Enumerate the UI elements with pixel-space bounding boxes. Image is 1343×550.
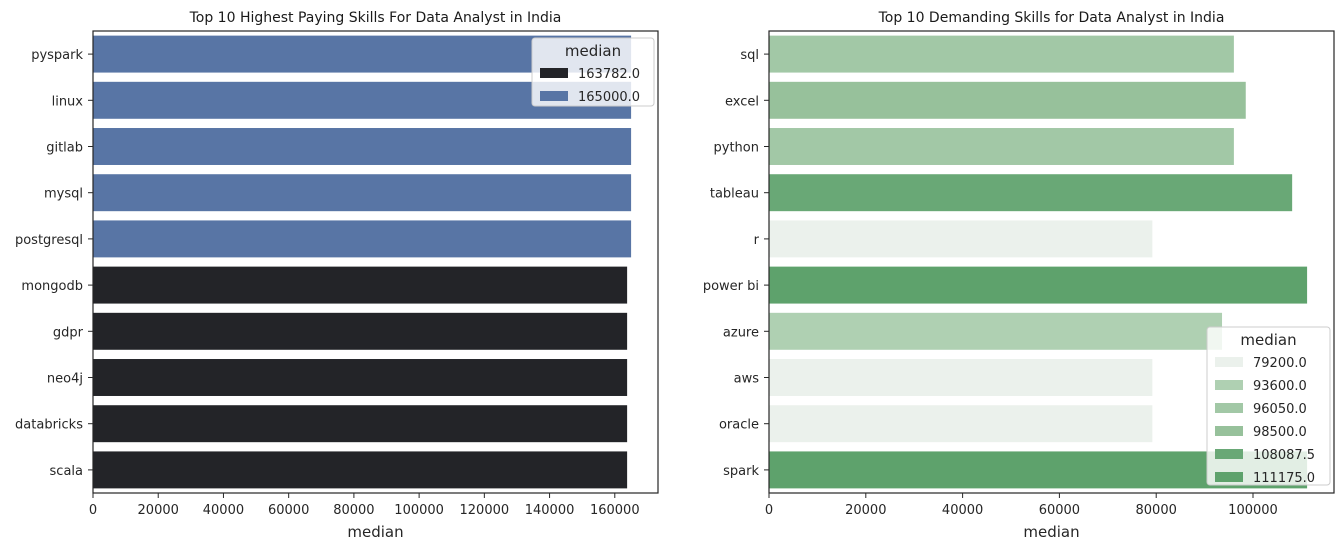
x-axis-label: median [347, 523, 403, 541]
y-tick-label: scala [50, 464, 83, 479]
bar-tableau [769, 174, 1293, 212]
legend: median 163782.0 165000.0 [531, 37, 655, 107]
legend-entry-label: 98500.0 [1253, 425, 1307, 440]
x-tick-label: 100000 [1228, 503, 1278, 518]
x-tick-label: 60000 [268, 503, 309, 518]
y-tick-label: oracle [719, 418, 759, 433]
x-tick-label: 160000 [590, 503, 640, 518]
y-tick-label: tableau [710, 187, 759, 202]
x-tick-label: 60000 [1039, 503, 1080, 518]
y-tick-label: python [714, 141, 759, 156]
x-tick-label: 40000 [203, 503, 244, 518]
bar-gitlab [93, 128, 632, 165]
bar-aws [769, 359, 1153, 396]
x-tick-label: 0 [765, 503, 773, 518]
bar-neo4j [93, 359, 628, 396]
bar-databricks [93, 405, 628, 443]
y-tick-label: aws [734, 372, 760, 387]
bar-python [769, 128, 1234, 165]
y-tick-label: pyspark [31, 48, 83, 63]
legend-swatch [1215, 472, 1243, 482]
legend-entry-label: 93600.0 [1253, 379, 1307, 394]
bar-postgresql [93, 220, 632, 258]
bar-azure [769, 312, 1223, 350]
chart-title: Top 10 Highest Paying Skills For Data An… [189, 10, 562, 26]
bar-excel [769, 81, 1246, 119]
y-tick-label: azure [723, 325, 759, 340]
legend-entry-label: 165000.0 [578, 90, 640, 105]
chart-title: Top 10 Demanding Skills for Data Analyst… [878, 10, 1225, 26]
legend-entry-label: 111175.0 [1253, 471, 1315, 486]
x-tick-label: 80000 [333, 503, 374, 518]
x-tick-label: 20000 [845, 503, 886, 518]
y-tick-label: gitlab [46, 141, 83, 156]
y-tick-label: excel [725, 94, 759, 109]
bar-mongodb [93, 266, 628, 304]
legend-entry-label: 96050.0 [1253, 402, 1307, 417]
legend-title: median [1240, 331, 1296, 349]
chart-demanding-skills: Top 10 Demanding Skills for Data Analyst… [703, 10, 1335, 541]
y-tick-label: gdpr [53, 325, 84, 340]
y-tick-label: postgresql [15, 233, 83, 248]
legend: median 79200.0 93600.0 96050.0 98500.0 108087… [1206, 326, 1331, 486]
y-tick-label: power bi [703, 279, 759, 294]
legend-title: median [565, 42, 621, 60]
y-tick-label: mysql [44, 187, 83, 202]
x-tick-label: 0 [89, 503, 97, 518]
legend-swatch [1215, 380, 1243, 390]
legend-box [531, 37, 655, 107]
bar-gdpr [93, 312, 628, 350]
legend-entry-label: 79200.0 [1253, 356, 1307, 371]
bar-sql [769, 35, 1234, 73]
y-tick-label: spark [723, 464, 759, 479]
chart-highest-paying-skills: Top 10 Highest Paying Skills For Data An… [15, 10, 659, 541]
bar-mysql [93, 174, 632, 212]
x-tick-label: 100000 [394, 503, 444, 518]
bar-power-bi [769, 266, 1308, 304]
x-tick-label: 120000 [460, 503, 510, 518]
y-tick-label: sql [740, 48, 759, 63]
y-tick-label: mongodb [21, 279, 83, 294]
y-tick-label: r [754, 233, 760, 248]
legend-entry-label: 163782.0 [578, 67, 640, 82]
bar-scala [93, 451, 628, 489]
y-tick-label: neo4j [47, 372, 83, 387]
y-tick-label: databricks [15, 418, 83, 433]
legend-entry-label: 108087.5 [1253, 448, 1315, 463]
x-axis-label: median [1023, 523, 1079, 541]
x-tick-label: 20000 [138, 503, 179, 518]
bar-oracle [769, 405, 1153, 443]
legend-swatch [540, 91, 568, 101]
legend-swatch [540, 68, 568, 78]
x-tick-label: 80000 [1136, 503, 1177, 518]
legend-swatch [1215, 403, 1243, 413]
x-tick-label: 140000 [525, 503, 575, 518]
y-tick-label: linux [52, 94, 84, 109]
legend-swatch [1215, 357, 1243, 367]
bar-r [769, 220, 1153, 258]
plot-frame [768, 30, 1335, 494]
legend-swatch [1215, 426, 1243, 436]
x-tick-label: 40000 [942, 503, 983, 518]
legend-swatch [1215, 449, 1243, 459]
plot-frame [92, 30, 659, 494]
